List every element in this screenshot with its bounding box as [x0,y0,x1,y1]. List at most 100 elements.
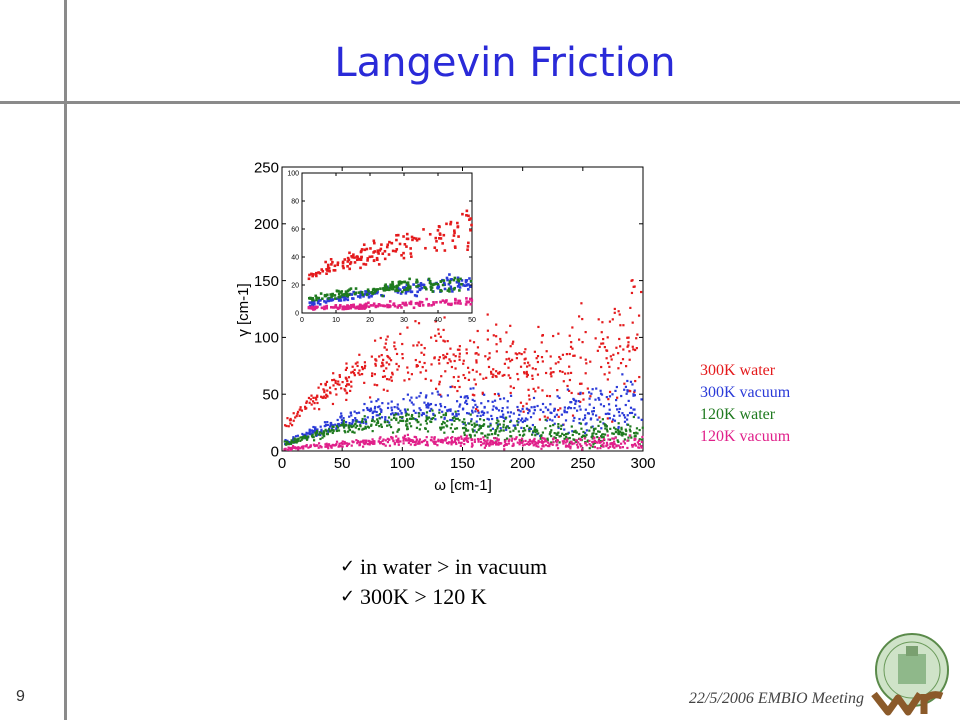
data-point [372,442,375,445]
data-point [491,427,495,430]
data-point [371,438,374,441]
data-point [619,362,623,365]
data-point [333,378,336,381]
data-point [567,445,570,448]
data-point [476,329,479,333]
data-point [512,429,515,432]
data-point [613,446,616,449]
data-point [424,427,427,430]
data-point [563,406,566,409]
data-point [449,409,452,413]
data-point [396,291,400,294]
data-point [403,288,406,292]
data-point [499,427,502,430]
data-point [399,440,402,443]
data-point [402,439,405,442]
data-point [309,444,312,447]
data-point [449,427,452,430]
data-point [584,435,587,438]
data-point [502,429,505,432]
data-point [453,276,457,280]
data-point [489,422,492,425]
data-point [342,422,345,425]
data-point [641,426,644,429]
data-point [457,409,460,413]
data-point [491,408,494,411]
data-point [620,426,623,429]
data-point [477,411,480,414]
data-point [514,352,517,355]
data-point [634,348,637,352]
data-point [346,430,350,433]
data-point [483,442,486,445]
data-point [444,370,447,373]
data-point [439,402,442,406]
data-point [327,447,330,450]
data-point [331,292,334,296]
data-point [487,418,491,421]
data-point [361,417,364,421]
data-point [385,338,388,341]
data-point [407,439,410,442]
data-point [607,361,610,365]
data-point [410,439,413,443]
y-tick-label: 60 [291,226,299,233]
data-point [389,284,392,288]
data-point [568,436,571,440]
data-point [285,424,288,428]
data-point [519,365,523,368]
data-point [527,388,530,391]
data-point [457,436,460,440]
data-point [427,277,431,281]
data-point [471,444,474,447]
data-point [329,444,332,448]
data-point [536,404,539,408]
data-point [523,362,526,365]
data-point [367,290,370,293]
data-point [498,423,501,426]
data-point [426,444,429,447]
data-point [381,362,384,365]
check-icon: ✓ [340,586,356,607]
data-point [305,438,309,441]
data-point [418,288,422,292]
data-point [308,273,311,277]
data-point [564,372,567,375]
data-point [509,376,512,380]
data-point [337,292,341,296]
data-point [489,370,493,373]
data-point [620,394,623,398]
data-point [308,301,312,304]
data-point [630,411,634,415]
data-point [352,297,355,300]
data-point [380,365,383,368]
data-point [335,440,339,443]
data-point [579,422,583,425]
data-point [602,422,605,425]
data-point [331,427,334,430]
data-point [331,431,334,435]
data-point [363,418,367,421]
data-point [488,352,491,355]
data-point [381,375,385,379]
data-point [386,305,389,309]
data-point [423,361,426,365]
data-point [360,440,363,443]
data-point [472,406,475,409]
data-point [433,357,436,360]
data-point [430,363,433,366]
data-point [565,444,568,447]
data-point [562,442,565,445]
data-point [571,430,574,433]
data-point [456,285,460,288]
data-point [559,407,562,410]
data-point [341,420,344,423]
data-point [327,297,330,300]
data-point [349,306,353,310]
data-point [336,426,340,429]
data-point [402,251,405,255]
data-point [393,443,396,446]
data-point [426,442,429,445]
data-point [563,433,566,437]
data-point [532,439,535,443]
